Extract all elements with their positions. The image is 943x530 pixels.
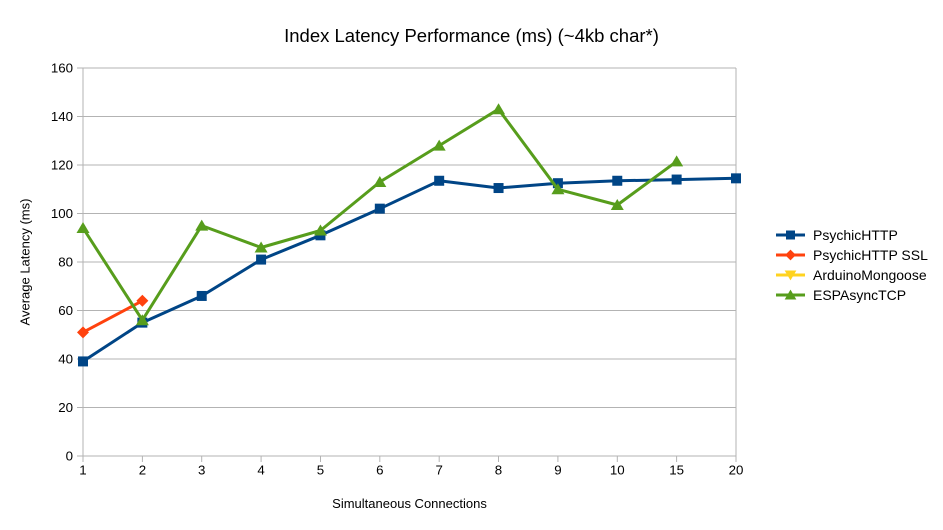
diamond-icon [785, 249, 796, 261]
x-tick-label: 5 [317, 463, 324, 478]
y-tick-label: 140 [51, 109, 73, 124]
triangle-up-marker-icon [492, 103, 506, 115]
triangle-up-marker-icon [551, 183, 565, 195]
y-tick-label: 0 [66, 449, 73, 464]
triangle-up-marker-icon [610, 199, 624, 211]
square-marker-icon [196, 290, 207, 301]
square-marker-icon [434, 175, 445, 186]
x-tick-label: 2 [139, 463, 146, 478]
x-tick-label: 9 [554, 463, 561, 478]
triangle-up-marker-icon [135, 314, 149, 326]
legend-item-arduinomongoose: ArduinoMongoose [775, 265, 928, 285]
square-marker-icon [78, 356, 88, 367]
square-marker-icon [671, 174, 682, 185]
square-marker-icon [731, 173, 741, 184]
x-tick-label: 20 [729, 463, 744, 478]
y-tick-label: 100 [51, 206, 73, 221]
x-tick-label: 3 [198, 463, 205, 478]
legend-swatch-triangle-up-icon [776, 289, 805, 300]
legend-label: ESPAsyncTCP [813, 287, 907, 303]
triangle-up-marker-icon [76, 222, 90, 234]
y-tick-label: 80 [58, 255, 73, 270]
triangle-up-icon [784, 289, 797, 300]
legend-swatch-triangle-down-icon [776, 270, 805, 281]
x-tick-label: 1 [79, 463, 86, 478]
triangle-up-marker-icon [670, 155, 684, 167]
series-line-psychichttp [82, 176, 737, 363]
square-marker-icon [493, 183, 504, 194]
diamond-marker-icon [136, 294, 149, 307]
legend-item-espasynctcp: ESPAsyncTCP [775, 285, 928, 305]
square-icon [786, 230, 795, 240]
square-marker-icon [612, 175, 623, 186]
legend-label: PsychicHTTP SSL [813, 247, 928, 263]
x-axis-title: Simultaneous Connections [332, 496, 487, 511]
series-line-espasynctcp [81, 107, 678, 322]
legend: PsychicHTTP PsychicHTTP SSL ArduinoMongo… [775, 225, 928, 305]
triangle-up-marker-icon [373, 175, 387, 187]
square-marker-icon [256, 254, 267, 265]
legend-label: ArduinoMongoose [813, 267, 927, 283]
x-tick-label: 10 [610, 463, 625, 478]
legend-swatch-diamond-icon [776, 249, 805, 261]
x-tick-label: 15 [669, 463, 684, 478]
y-tick-label: 120 [51, 158, 73, 173]
chart-title: Index Latency Performance (ms) (~4kb cha… [284, 25, 659, 46]
y-axis-title: Average Latency (ms) [17, 198, 33, 326]
y-tick-label: 60 [58, 303, 73, 318]
diamond-marker-icon [77, 326, 89, 339]
x-tick-label: 6 [376, 463, 383, 478]
legend-item-psychichttp-ssl: PsychicHTTP SSL [775, 245, 928, 265]
y-tick-label: 40 [58, 352, 73, 367]
triangle-up-marker-icon [195, 219, 209, 231]
legend-item-psychichttp: PsychicHTTP [775, 225, 928, 245]
triangle-down-icon [784, 270, 797, 281]
x-tick-label: 7 [435, 463, 442, 478]
square-marker-icon [374, 203, 385, 214]
y-tick-label: 20 [58, 400, 73, 415]
triangle-up-marker-icon [432, 139, 446, 151]
legend-label: PsychicHTTP [813, 227, 898, 243]
y-tick-label: 160 [51, 61, 73, 76]
x-tick-label: 8 [495, 463, 502, 478]
triangle-up-marker-icon [254, 241, 268, 253]
x-tick-label: 4 [257, 463, 264, 478]
triangle-up-marker-icon [313, 224, 327, 236]
legend-swatch-square-icon [776, 230, 805, 240]
